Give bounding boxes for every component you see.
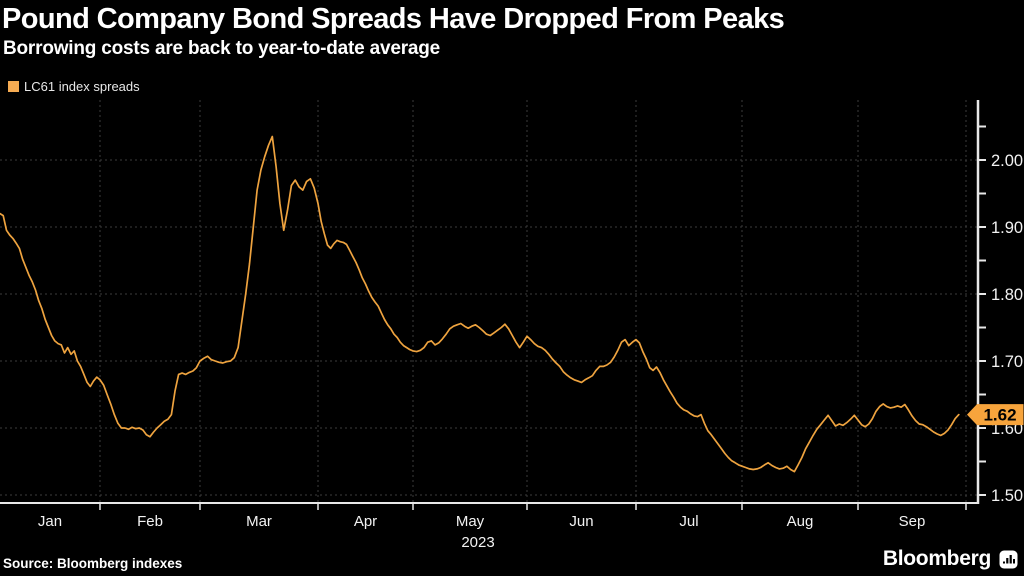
y-axis-tick-label: 1.50 [991, 487, 1023, 505]
x-axis-month-label: Jul [679, 513, 698, 530]
bloomberg-logo: Bloomberg [883, 547, 1018, 571]
x-axis-month-label: Jan [38, 513, 62, 530]
legend: LC61 index spreads [8, 79, 140, 94]
page-subtitle: Borrowing costs are back to year-to-date… [3, 38, 441, 59]
x-axis-month-label: May [456, 513, 485, 530]
page-title: Pound Company Bond Spreads Have Dropped … [2, 3, 785, 35]
x-axis-month-label: Mar [246, 513, 272, 530]
x-axis-month-label: Aug [787, 513, 814, 530]
legend-label: LC61 index spreads [24, 79, 140, 94]
y-axis-tick-label: 2.00 [991, 152, 1023, 170]
legend-swatch-icon [8, 81, 19, 92]
bloomberg-chart-icon [999, 550, 1018, 568]
series-line-lc61 [0, 135, 960, 473]
y-axis-tick-label: 1.90 [991, 219, 1023, 237]
last-price-badge [967, 404, 1024, 426]
y-axis-tick-label: 1.70 [991, 353, 1023, 371]
x-axis-month-label: Jun [569, 513, 593, 530]
x-axis-month-label: Sep [899, 513, 926, 530]
last-price-badge-label: 1.62 [983, 406, 1016, 425]
x-axis-year-label: 2023 [461, 534, 494, 551]
y-axis-tick-label: 1.80 [991, 286, 1023, 304]
source-note: Source: Bloomberg indexes [3, 556, 183, 571]
bloomberg-wordmark: Bloomberg [882, 547, 991, 570]
x-axis-month-label: Apr [354, 513, 377, 530]
x-axis-month-label: Feb [137, 513, 163, 530]
